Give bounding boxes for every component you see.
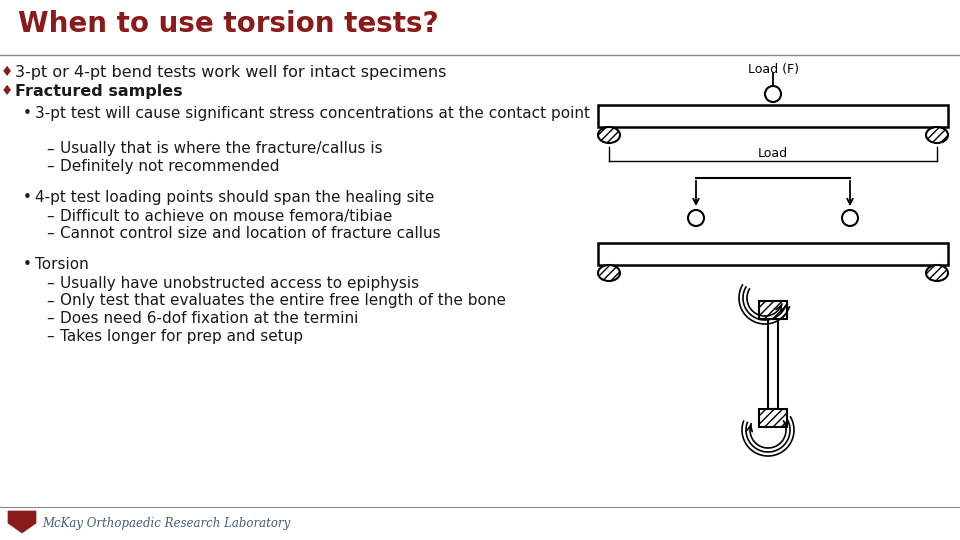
Text: Does need 6-dof fixation at the termini: Does need 6-dof fixation at the termini xyxy=(60,311,358,326)
Text: Load: Load xyxy=(758,147,788,160)
Circle shape xyxy=(765,86,781,102)
Bar xyxy=(598,105,948,127)
Text: ♦: ♦ xyxy=(1,84,13,98)
Text: –: – xyxy=(46,159,54,174)
Text: Only test that evaluates the entire free length of the bone: Only test that evaluates the entire free… xyxy=(60,293,506,308)
Text: –: – xyxy=(46,311,54,326)
Bar xyxy=(759,409,787,427)
Text: McKay Orthopaedic Research Laboratory: McKay Orthopaedic Research Laboratory xyxy=(42,516,290,530)
Polygon shape xyxy=(8,511,36,533)
Text: Usually that is where the fracture/callus is: Usually that is where the fracture/callu… xyxy=(60,141,383,157)
Ellipse shape xyxy=(926,127,948,143)
Text: –: – xyxy=(46,141,54,157)
Text: 3-pt test will cause significant stress concentrations at the contact point: 3-pt test will cause significant stress … xyxy=(35,106,590,121)
Text: –: – xyxy=(46,208,54,224)
Text: –: – xyxy=(46,226,54,241)
Text: Cannot control size and location of fracture callus: Cannot control size and location of frac… xyxy=(60,226,441,241)
Ellipse shape xyxy=(598,265,620,281)
Text: Fractured samples: Fractured samples xyxy=(15,84,182,99)
Circle shape xyxy=(688,210,704,226)
Text: •: • xyxy=(23,257,32,272)
Text: –: – xyxy=(46,293,54,308)
Text: Takes longer for prep and setup: Takes longer for prep and setup xyxy=(60,329,303,344)
Text: 4-pt test loading points should span the healing site: 4-pt test loading points should span the… xyxy=(35,190,434,205)
Text: When to use torsion tests?: When to use torsion tests? xyxy=(18,10,439,38)
Text: Torsion: Torsion xyxy=(35,257,88,272)
Text: •: • xyxy=(23,106,32,121)
Text: Definitely not recommended: Definitely not recommended xyxy=(60,159,279,174)
Text: 3-pt or 4-pt bend tests work well for intact specimens: 3-pt or 4-pt bend tests work well for in… xyxy=(15,65,446,80)
Ellipse shape xyxy=(926,265,948,281)
Bar xyxy=(768,319,778,409)
Bar xyxy=(598,243,948,265)
Text: –: – xyxy=(46,276,54,291)
Bar xyxy=(759,301,787,319)
Ellipse shape xyxy=(598,127,620,143)
Text: •: • xyxy=(23,190,32,205)
Text: Usually have unobstructed access to epiphysis: Usually have unobstructed access to epip… xyxy=(60,276,420,291)
Text: ♦: ♦ xyxy=(1,65,13,79)
Text: –: – xyxy=(46,329,54,344)
Text: Load (F): Load (F) xyxy=(748,63,799,76)
Circle shape xyxy=(842,210,858,226)
Text: Difficult to achieve on mouse femora/tibiae: Difficult to achieve on mouse femora/tib… xyxy=(60,208,393,224)
